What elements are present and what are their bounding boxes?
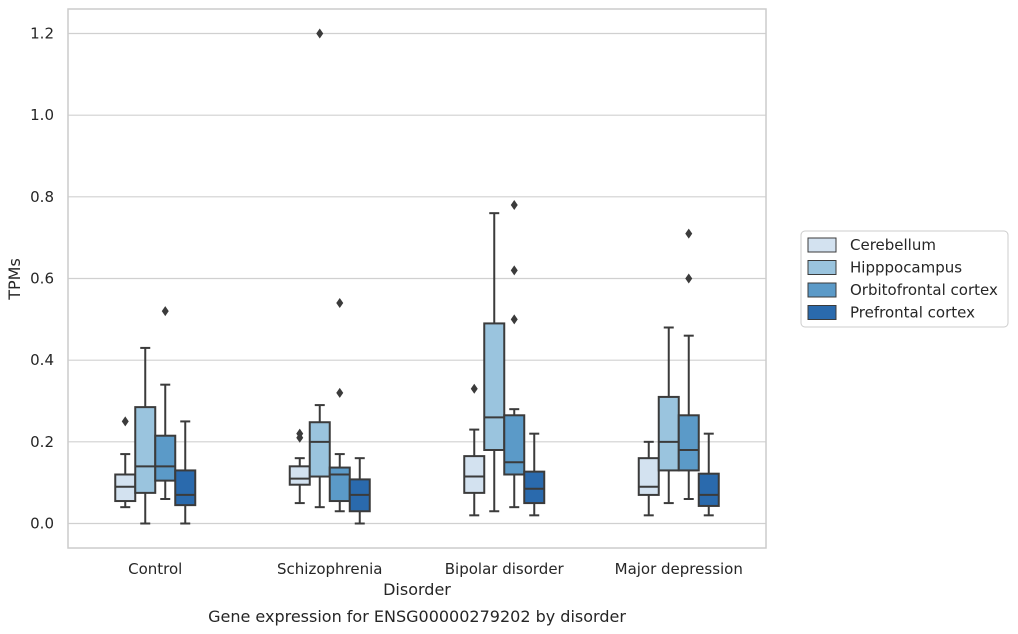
x-axis-label: Disorder	[383, 580, 451, 599]
box-iqr	[677, 414, 700, 472]
box-group	[328, 298, 351, 513]
outlier-point	[685, 273, 693, 284]
x-tick-label: Control	[128, 560, 182, 578]
box-iqr	[463, 455, 486, 494]
outlier-point	[510, 265, 518, 276]
legend-label: Cerebellum	[850, 236, 936, 254]
y-tick-label: 0.0	[30, 515, 54, 533]
outlier-point	[336, 298, 344, 308]
box-iqr	[503, 414, 526, 476]
x-tick-labels: Control Schizophrenia Bipolar disorder Majo…	[128, 560, 743, 578]
y-tick-label: 1.0	[30, 106, 54, 124]
box-iqr	[328, 466, 351, 503]
box-group	[134, 346, 157, 525]
y-tick-label: 0.6	[30, 270, 54, 288]
box-group	[677, 228, 700, 500]
legend-swatch	[807, 260, 837, 275]
legend-swatch	[807, 282, 837, 298]
box-iqr	[174, 469, 197, 507]
y-axis-label: TPMs	[5, 258, 24, 301]
box-iqr	[134, 406, 157, 494]
outlier-point	[316, 28, 324, 39]
legend-frame	[800, 230, 1009, 328]
legend-swatch	[807, 237, 837, 253]
outlier-point	[121, 416, 129, 427]
plot-border	[67, 8, 767, 549]
x-tick-label: Bipolar disorder	[445, 560, 565, 578]
box-group	[463, 383, 486, 517]
legend-label: Orbitofrontal cortex	[850, 281, 998, 299]
legend-label: Hipppocampus	[850, 259, 962, 277]
x-tick-label: Major depression	[615, 560, 743, 578]
outlier-point	[510, 314, 518, 325]
box-group	[523, 432, 546, 517]
box-iqr	[288, 465, 311, 486]
y-tick-label: 1.2	[30, 25, 54, 43]
box-iqr	[637, 457, 660, 496]
box-group	[308, 28, 331, 509]
box-group	[288, 428, 311, 505]
box-group	[697, 432, 720, 517]
outlier-point	[685, 228, 693, 239]
chart-title: Gene expression for ENSG00000279202 by d…	[208, 607, 626, 626]
box-iqr	[483, 322, 506, 451]
x-tick-label: Schizophrenia	[277, 560, 382, 578]
box-group	[348, 457, 371, 525]
box-iqr	[697, 472, 720, 507]
plot-frame	[67, 8, 767, 549]
box-iqr	[114, 473, 137, 503]
y-tick-label: 0.8	[30, 188, 54, 206]
y-tick-label: 0.4	[30, 351, 54, 369]
legend: Cerebellum Hipppocampus Orbitofrontal cort…	[800, 230, 1009, 328]
y-tick-label: 0.2	[30, 433, 54, 451]
box-iqr	[154, 434, 177, 482]
y-tick-labels: 0.0 0.2 0.4 0.6 0.8 1.0 1.2	[30, 25, 54, 533]
box-group	[154, 306, 177, 500]
box-group	[114, 416, 137, 509]
box-iqr	[308, 421, 331, 478]
box-group	[637, 440, 660, 517]
outlier-point	[161, 306, 169, 317]
outlier-point	[470, 383, 478, 394]
box-groups	[114, 28, 720, 525]
outlier-point	[510, 200, 518, 210]
box-iqr	[523, 470, 546, 505]
box-group	[657, 326, 680, 505]
legend-swatch	[807, 305, 837, 320]
outlier-point	[296, 428, 304, 439]
box-group	[483, 212, 506, 513]
box-group	[503, 200, 526, 509]
box-group	[174, 420, 197, 525]
box-iqr	[657, 395, 680, 472]
outlier-point	[336, 387, 344, 398]
legend-label: Prefrontal cortex	[850, 304, 975, 322]
